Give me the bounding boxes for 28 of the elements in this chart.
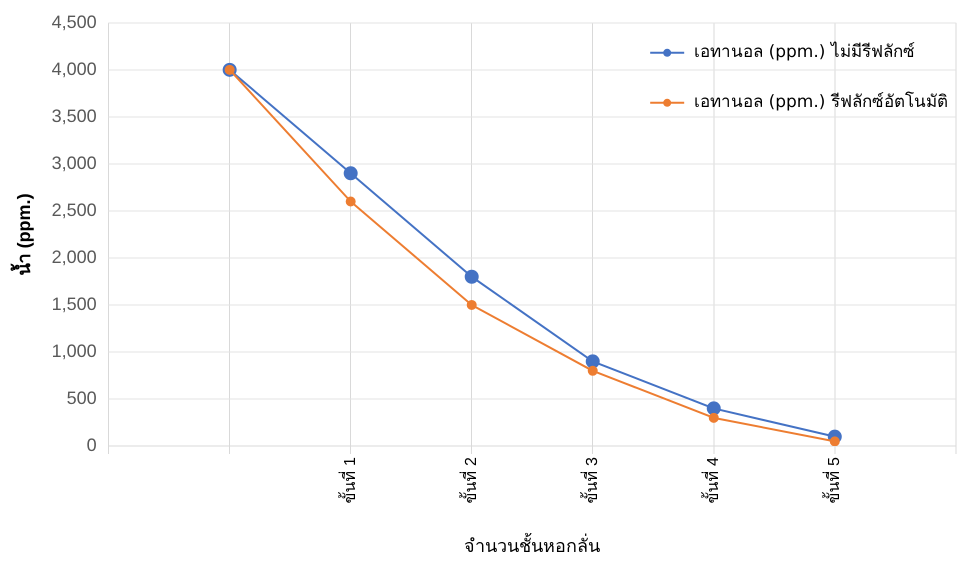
x-tick-label: ขั้นที่ 2 — [459, 456, 480, 504]
y-tick-label: 3,500 — [52, 106, 97, 126]
y-tick-label: 1,000 — [52, 340, 97, 361]
point — [588, 366, 598, 376]
x-tick-label: ขั้นที่ 3 — [580, 456, 602, 504]
y-axis-title: น้ำ (ppm.) — [10, 193, 34, 276]
point — [708, 412, 719, 423]
x-tick-label: ขั้นที่ 5 — [822, 456, 844, 504]
x-tick-label: ขั้นที่ 4 — [701, 456, 722, 504]
y-tick-label: 0 — [86, 435, 97, 456]
y-tick-label: 2,500 — [52, 200, 97, 220]
point — [346, 196, 356, 207]
point — [830, 436, 840, 446]
point — [706, 401, 721, 416]
y-tick-label: 500 — [66, 388, 97, 408]
point — [464, 270, 479, 284]
y-tick-label: 3,000 — [52, 152, 97, 173]
x-tick-label: ขั้นที่ 1 — [338, 456, 360, 504]
point — [466, 300, 477, 310]
point — [586, 354, 600, 368]
y-tick-label: 4,500 — [52, 12, 97, 32]
y-tick-label: 2,000 — [52, 246, 97, 267]
x-axis-title: จำนวนชั้นหอกลั่น — [464, 533, 600, 556]
point — [344, 166, 358, 180]
y-tick-label: 4,000 — [52, 58, 97, 79]
legend-label: เอทานอล (ppm.) ไม่มีรีฟลักซ์ — [694, 41, 915, 62]
y-tick-label: 1,500 — [52, 294, 97, 314]
legend-label: เอทานอล (ppm.) รีฟลักซ์อัตโนมัติ — [694, 91, 948, 112]
